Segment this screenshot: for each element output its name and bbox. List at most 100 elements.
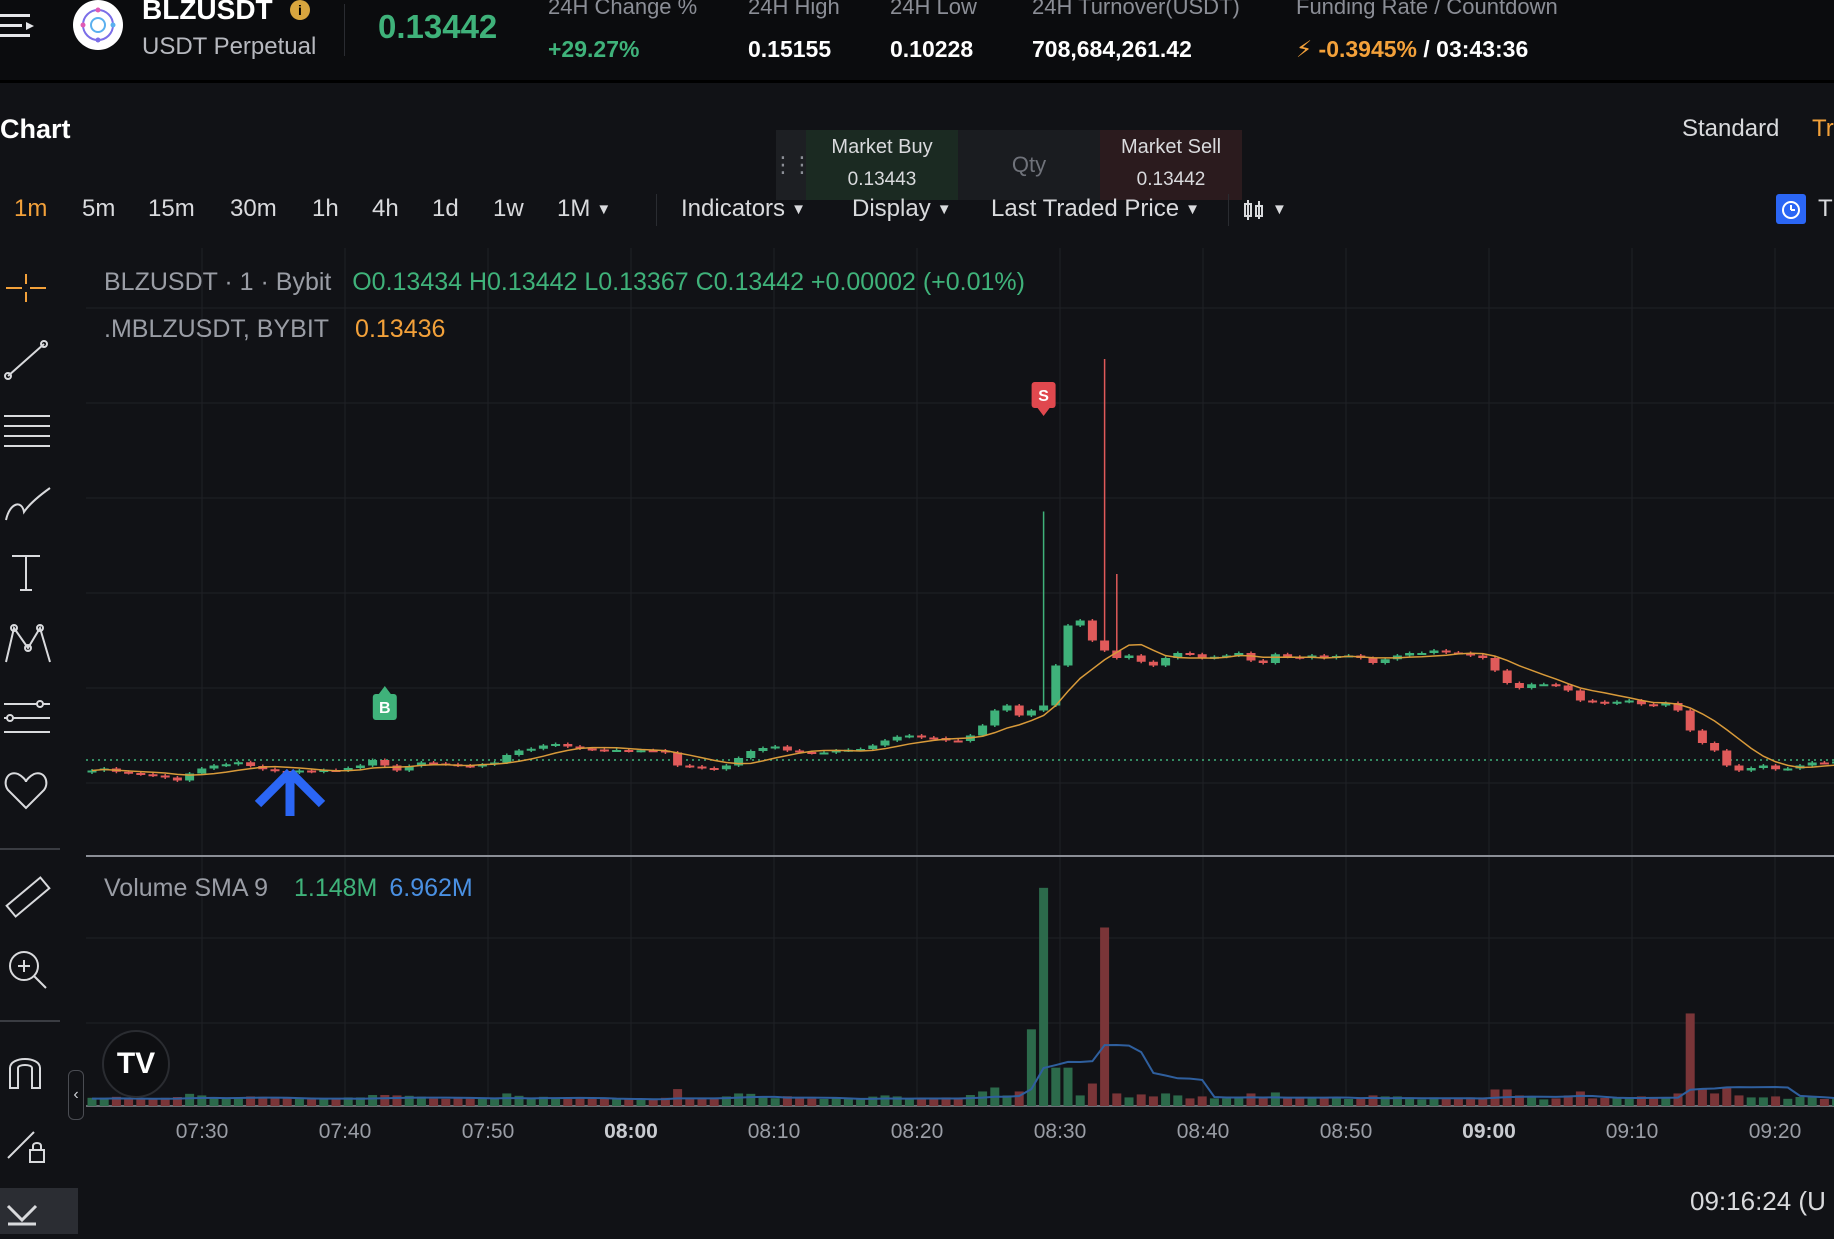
volume-bar xyxy=(1820,1099,1829,1106)
candle-body xyxy=(515,751,524,756)
favorite-heart-icon[interactable] xyxy=(0,762,56,818)
timeframe-1m[interactable]: 1m xyxy=(14,195,47,223)
volume-bar xyxy=(1332,1098,1341,1106)
market-buy-label: Market Buy xyxy=(806,136,958,159)
volume-bar xyxy=(1137,1094,1146,1106)
volume-bar xyxy=(380,1095,389,1106)
volume-bar xyxy=(1186,1098,1195,1106)
info-icon[interactable]: i xyxy=(290,0,310,20)
time-axis-label: 08:40 xyxy=(1177,1120,1230,1144)
symbol-name[interactable]: BLZUSDT xyxy=(142,0,273,26)
volume-bar xyxy=(1125,1097,1134,1106)
timeframe-1M[interactable]: 1M▼ xyxy=(557,195,611,223)
volume-bar xyxy=(466,1099,475,1106)
magnet-icon[interactable] xyxy=(0,1044,56,1100)
pattern-tool-icon[interactable] xyxy=(0,618,56,674)
candle-body xyxy=(1003,706,1012,711)
trend-line-icon[interactable] xyxy=(0,332,56,388)
brush-icon[interactable] xyxy=(0,476,56,532)
volume-bar xyxy=(1710,1093,1719,1106)
timeframe-1w[interactable]: 1w xyxy=(493,195,524,223)
candle-body xyxy=(1491,658,1500,671)
collapse-toolbar-button[interactable]: ‹ xyxy=(68,1070,84,1120)
timeframe-1h[interactable]: 1h xyxy=(312,195,339,223)
volume-bar xyxy=(1283,1097,1292,1106)
display-dropdown[interactable]: Display▼ xyxy=(852,195,952,223)
volume-bar xyxy=(600,1099,609,1106)
time-axis-label: 09:10 xyxy=(1606,1120,1659,1144)
volume-bar xyxy=(1600,1098,1609,1106)
bottom-corner-button[interactable] xyxy=(0,1188,78,1234)
mark-price: 0.13436 xyxy=(355,315,445,343)
candle-body xyxy=(1722,751,1731,766)
mark-symbol: .MBLZUSDT, BYBIT xyxy=(104,315,329,343)
candle-body xyxy=(1552,684,1561,686)
volume-bar xyxy=(1735,1095,1744,1106)
candle-body xyxy=(307,771,316,773)
candle-body xyxy=(136,773,145,775)
volume-bar xyxy=(1344,1099,1353,1106)
candle-body xyxy=(1161,658,1170,666)
timeframe-30m[interactable]: 30m xyxy=(230,195,277,223)
candle-body xyxy=(173,778,182,781)
candle-body xyxy=(1759,766,1768,769)
candle-body xyxy=(1698,731,1707,744)
candle-body xyxy=(563,744,572,747)
volume-label: Volume SMA 9 xyxy=(104,874,268,902)
volume-bar xyxy=(283,1098,292,1106)
timeframe-15m[interactable]: 15m xyxy=(148,195,195,223)
toolbar-right-item[interactable]: T xyxy=(1818,195,1833,223)
menu-icon[interactable] xyxy=(0,8,36,48)
fib-tool-icon[interactable] xyxy=(0,690,56,746)
text-tool-icon[interactable] xyxy=(0,546,56,602)
alarm-clock-icon[interactable] xyxy=(1776,194,1806,224)
horizontal-lines-icon[interactable] xyxy=(0,404,56,460)
candle-body xyxy=(1430,651,1439,654)
stat-value: 0.10228 xyxy=(890,36,973,63)
volume-bar xyxy=(1625,1098,1634,1106)
chart-type-dropdown[interactable]: ▼ xyxy=(1242,195,1287,223)
toolbar-divider xyxy=(1228,194,1229,226)
candle-body xyxy=(1783,769,1792,771)
candle-body xyxy=(234,762,243,764)
timeframe-1d[interactable]: 1d xyxy=(432,195,459,223)
candle-body xyxy=(368,760,377,766)
price-type-dropdown[interactable]: Last Traded Price▼ xyxy=(991,195,1200,223)
header-divider xyxy=(344,4,345,56)
tools-divider xyxy=(0,848,60,850)
candle-body xyxy=(1588,701,1597,703)
qty-placeholder: Qty xyxy=(958,152,1100,178)
contract-type: USDT Perpetual xyxy=(142,33,316,61)
volume-bar xyxy=(844,1099,853,1106)
timeframe-5m[interactable]: 5m xyxy=(82,195,115,223)
tradingview-logo[interactable]: TV xyxy=(102,1030,170,1098)
volume-bar xyxy=(429,1099,438,1106)
volume-bar xyxy=(1295,1098,1304,1106)
price-chart[interactable]: SB xyxy=(86,248,1834,1148)
crosshair-icon[interactable] xyxy=(0,262,56,318)
tab-tradingview[interactable]: Tr xyxy=(1812,115,1834,143)
candle-body xyxy=(929,738,938,740)
ruler-icon[interactable] xyxy=(0,870,56,926)
funding-values: ⚡ -0.3945% / 03:43:36 xyxy=(1296,36,1528,63)
tab-standard[interactable]: Standard xyxy=(1682,115,1779,143)
volume-bar xyxy=(1576,1091,1585,1106)
indicators-dropdown[interactable]: Indicators▼ xyxy=(681,195,806,223)
timeframe-4h[interactable]: 4h xyxy=(372,195,399,223)
moving-average-line xyxy=(92,645,1834,776)
stat-value: 708,684,261.42 xyxy=(1032,36,1192,63)
volume-bar xyxy=(271,1098,280,1106)
lock-drawings-icon[interactable] xyxy=(0,1116,56,1172)
candle-body xyxy=(600,750,609,752)
candle-body xyxy=(1564,686,1573,691)
volume-value: 1.148M xyxy=(294,874,377,902)
volume-bar xyxy=(1649,1098,1658,1106)
market-sell-label: Market Sell xyxy=(1100,136,1242,159)
volume-bar xyxy=(1308,1097,1317,1106)
candle-body xyxy=(954,741,963,743)
zoom-in-icon[interactable] xyxy=(0,942,56,998)
chevron-down-icon: ▼ xyxy=(1272,201,1287,218)
candle-body xyxy=(124,772,133,774)
candle-body xyxy=(905,736,914,738)
